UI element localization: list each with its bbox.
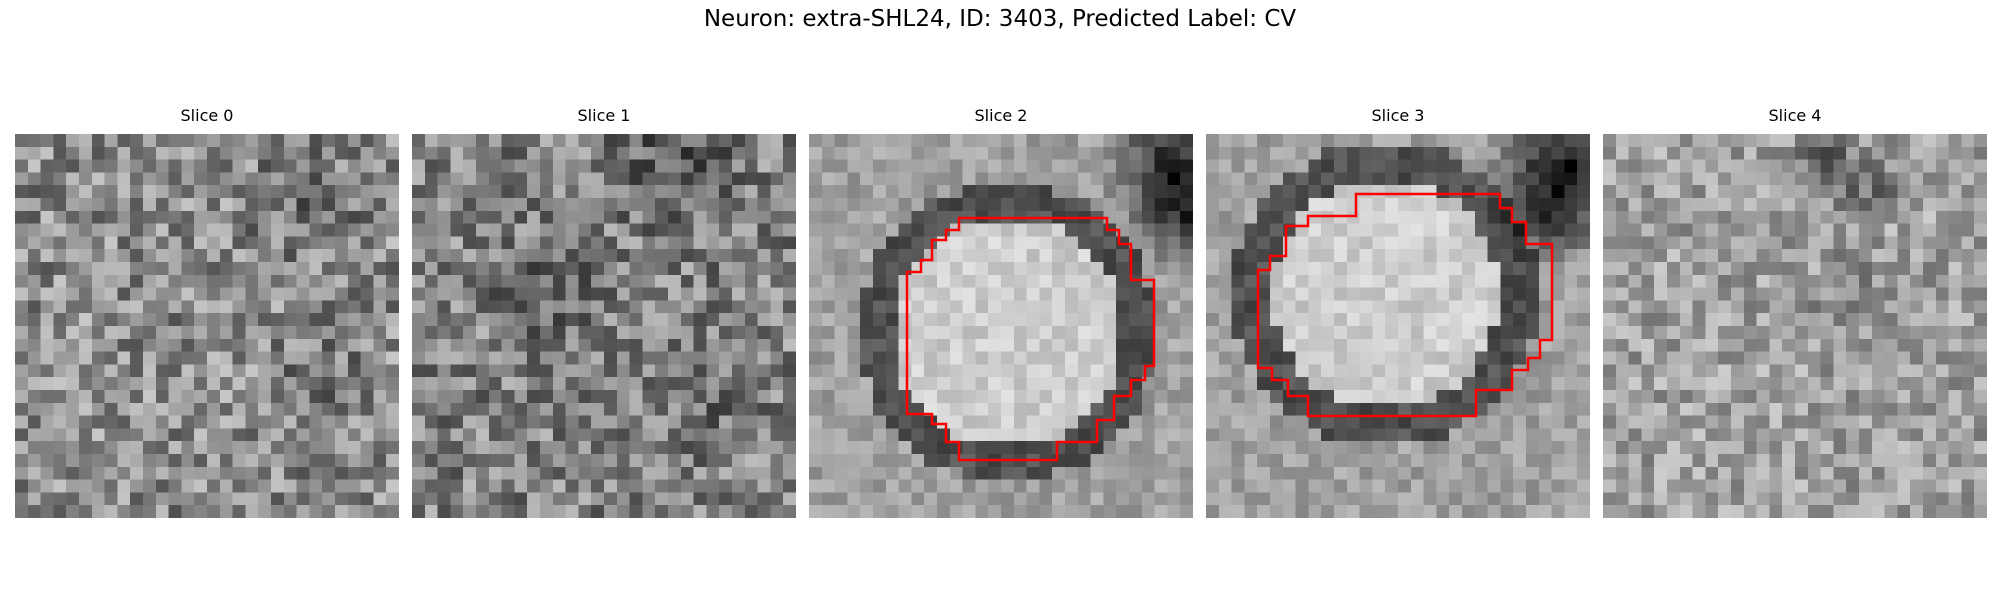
- slice-title: Slice 3: [1371, 106, 1425, 125]
- slice-pixels: [1206, 134, 1590, 518]
- slice-title: Slice 2: [974, 106, 1028, 125]
- slice-title: Slice 4: [1768, 106, 1822, 125]
- slice-title: Slice 1: [577, 106, 631, 125]
- slice-image: [1206, 134, 1590, 518]
- slice-title: Slice 0: [180, 106, 234, 125]
- slice-pixels: [1603, 134, 1987, 518]
- contour-line: [1256, 192, 1554, 418]
- figure-title: Neuron: extra-SHL24, ID: 3403, Predicted…: [703, 6, 1297, 32]
- slice-image: [809, 134, 1193, 518]
- slice-image: [15, 134, 399, 518]
- slice-image: [412, 134, 796, 518]
- slice-image: [1603, 134, 1987, 518]
- slice-pixels: [809, 134, 1193, 518]
- contour-line: [905, 216, 1156, 462]
- slice-pixels: [412, 134, 796, 518]
- segmentation-contour: [905, 216, 1156, 462]
- segmentation-contour: [1256, 192, 1554, 418]
- slice-pixels: [15, 134, 399, 518]
